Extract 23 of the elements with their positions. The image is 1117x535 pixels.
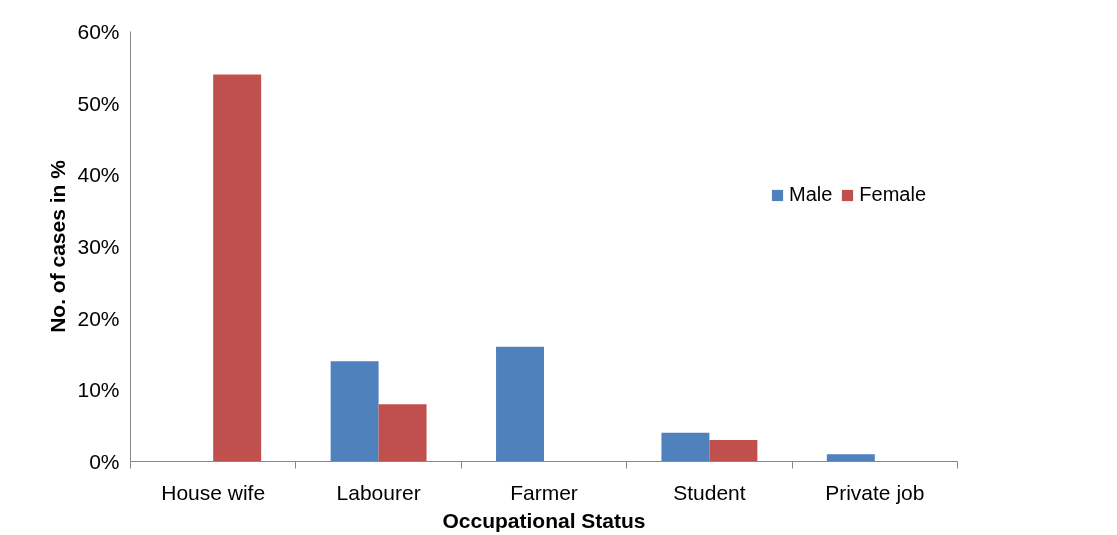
bar [709, 440, 758, 462]
bar [213, 74, 262, 462]
legend-label: Male [789, 183, 833, 206]
legend-label: Female [859, 183, 927, 206]
y-tick-label: 20% [77, 306, 120, 330]
y-axis-title: No. of cases in % [46, 159, 70, 333]
y-tick-label: 50% [77, 91, 120, 115]
bar [496, 346, 544, 462]
x-tick-label: Student [673, 480, 746, 504]
x-tick-label: Farmer [510, 480, 578, 504]
y-tick-label: 60% [77, 20, 120, 43]
x-tick-label: House wife [161, 480, 266, 504]
x-axis-title: Occupational Status [442, 508, 646, 532]
y-tick-label: 10% [77, 378, 120, 402]
x-tick-label: Private job [825, 480, 925, 504]
bar [661, 432, 710, 462]
bar [378, 404, 427, 462]
x-tick-label: Labourer [336, 480, 421, 504]
y-tick-label: 40% [77, 163, 120, 187]
bar [330, 361, 379, 462]
y-tick-label: 30% [77, 235, 120, 258]
y-tick-label: 0% [89, 450, 120, 473]
bar [826, 454, 875, 462]
